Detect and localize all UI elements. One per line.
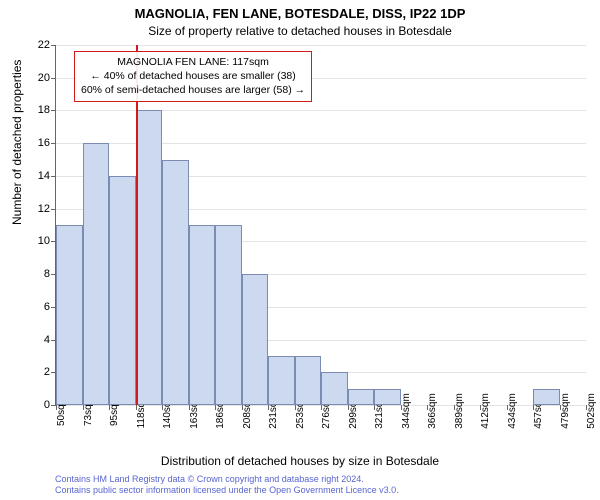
y-axis-label: Number of detached properties: [10, 60, 24, 225]
callout-box: MAGNOLIA FEN LANE: 117sqm← 40% of detach…: [74, 51, 312, 102]
histogram-bar: [242, 274, 269, 405]
callout-line-3: 60% of semi-detached houses are larger (…: [81, 83, 305, 97]
ytick-mark: [51, 209, 56, 210]
callout-line-1: MAGNOLIA FEN LANE: 117sqm: [81, 55, 305, 69]
histogram-bar: [109, 176, 136, 405]
callout-line-2: ← 40% of detached houses are smaller (38…: [81, 69, 305, 83]
ytick-label: 16: [38, 137, 50, 149]
ytick-label: 4: [44, 334, 50, 346]
ytick-label: 22: [38, 39, 50, 51]
histogram-bar: [136, 110, 163, 405]
histogram-bar: [295, 356, 322, 405]
ytick-mark: [51, 143, 56, 144]
histogram-bar: [348, 389, 375, 405]
attribution-line-1: Contains HM Land Registry data © Crown c…: [55, 474, 399, 485]
ytick-mark: [51, 110, 56, 111]
ytick-label: 0: [44, 399, 50, 411]
xtick-label: 434sqm: [507, 393, 518, 429]
ytick-mark: [51, 78, 56, 79]
xtick-label: 389sqm: [454, 393, 465, 429]
ytick-label: 18: [38, 104, 50, 116]
histogram-bar: [56, 225, 83, 405]
xtick-label: 366sqm: [427, 393, 438, 429]
ytick-mark: [51, 45, 56, 46]
chart-title: MAGNOLIA, FEN LANE, BOTESDALE, DISS, IP2…: [0, 6, 600, 21]
ytick-label: 8: [44, 268, 50, 280]
histogram-bar: [268, 356, 295, 405]
xtick-label: 412sqm: [480, 393, 491, 429]
ytick-label: 14: [38, 170, 50, 182]
xtick-label: 502sqm: [586, 393, 597, 429]
histogram-bar: [374, 389, 401, 405]
ytick-label: 12: [38, 203, 50, 215]
histogram-bar: [215, 225, 242, 405]
histogram-bar: [83, 143, 110, 405]
chart-container: { "title": "MAGNOLIA, FEN LANE, BOTESDAL…: [0, 0, 600, 500]
xtick-label: 344sqm: [401, 393, 412, 429]
attribution-line-2: Contains public sector information licen…: [55, 485, 399, 496]
histogram-bar: [189, 225, 216, 405]
ytick-label: 6: [44, 301, 50, 313]
chart-subtitle: Size of property relative to detached ho…: [0, 24, 600, 38]
plot-area: 024681012141618202250sqm73sqm95sqm118sqm…: [55, 45, 586, 406]
histogram-bar: [162, 160, 189, 405]
ytick-label: 20: [38, 72, 50, 84]
xtick-label: 479sqm: [560, 393, 571, 429]
attribution-text: Contains HM Land Registry data © Crown c…: [55, 474, 399, 497]
histogram-bar: [533, 389, 560, 405]
ytick-label: 2: [44, 366, 50, 378]
ytick-label: 10: [38, 235, 50, 247]
histogram-bar: [321, 372, 348, 405]
ytick-mark: [51, 176, 56, 177]
x-axis-label: Distribution of detached houses by size …: [0, 454, 600, 468]
